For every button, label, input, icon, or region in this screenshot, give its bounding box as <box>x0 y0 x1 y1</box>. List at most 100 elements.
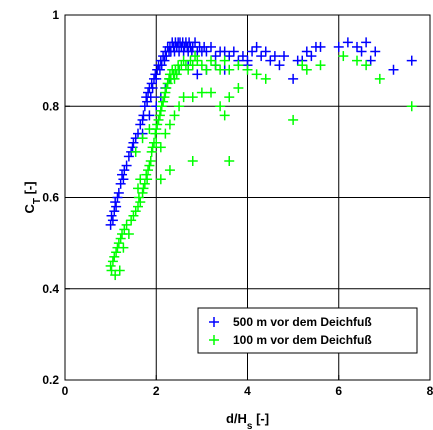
data-point <box>187 92 198 103</box>
data-point <box>152 119 163 130</box>
data-point <box>144 124 155 135</box>
data-point <box>161 83 172 93</box>
data-point <box>361 37 372 48</box>
data-point <box>288 114 299 125</box>
data-point <box>112 192 123 203</box>
data-point <box>135 197 146 208</box>
data-point <box>279 51 289 62</box>
legend-label-500m: 500 m vor dem Deichfuß <box>233 315 372 329</box>
data-point <box>126 215 137 226</box>
series-1 <box>105 51 417 281</box>
data-point <box>135 119 146 130</box>
data-point <box>171 69 182 80</box>
data-point <box>150 69 161 80</box>
data-point <box>228 46 239 57</box>
data-point <box>178 92 189 103</box>
data-point <box>187 60 198 71</box>
data-point <box>196 87 207 98</box>
tick-labels: 0 2 4 6 8 0.2 0.4 0.6 0.8 1 <box>42 8 433 398</box>
data-point <box>107 256 118 267</box>
data-point <box>139 178 150 189</box>
data-point <box>113 238 124 249</box>
data-point <box>115 233 126 244</box>
data-point <box>187 156 198 166</box>
data-point <box>147 83 158 93</box>
data-point <box>169 110 180 121</box>
data-point <box>201 64 212 75</box>
data-point <box>206 41 216 52</box>
y-tick-label: 0.8 <box>42 99 59 113</box>
y-tick-label: 0.2 <box>42 373 59 387</box>
data-point <box>210 60 221 71</box>
data-point <box>269 51 280 62</box>
data-point <box>118 242 129 253</box>
x-tick-label: 8 <box>427 384 433 398</box>
data-point <box>160 128 171 139</box>
axis-ticks <box>64 14 431 381</box>
data-point <box>130 206 141 217</box>
data-point <box>164 165 175 176</box>
data-point <box>107 215 118 226</box>
data-point <box>128 210 139 221</box>
data-point <box>155 105 166 116</box>
data-point <box>301 64 312 75</box>
data-point <box>133 201 143 212</box>
legend-marker-100m <box>209 335 219 345</box>
data-point <box>110 197 121 208</box>
data-point <box>151 137 162 148</box>
data-point <box>219 110 230 121</box>
y-tick-label: 0.6 <box>42 191 59 205</box>
x-tick-label: 4 <box>244 384 251 398</box>
data-point <box>150 128 161 139</box>
data-point <box>342 37 353 48</box>
data-point <box>137 114 148 125</box>
data-point <box>118 174 129 185</box>
data-point <box>224 64 235 75</box>
data-point <box>224 92 235 103</box>
data-point <box>251 69 262 80</box>
x-tick-label: 6 <box>335 384 342 398</box>
data-point <box>159 55 170 66</box>
data-point <box>361 60 372 71</box>
x-axis-title-main: d/H <box>226 411 247 426</box>
data-point <box>256 51 267 62</box>
data-point <box>260 46 271 57</box>
data-point <box>111 247 122 258</box>
y-axis-title-tail: [-] <box>22 181 37 198</box>
data-point <box>110 270 121 281</box>
data-point <box>233 83 244 93</box>
data-point <box>113 187 124 198</box>
data-point <box>105 219 116 230</box>
data-point <box>128 137 139 148</box>
data-point <box>210 51 221 62</box>
data-point <box>224 51 235 62</box>
data-point <box>374 73 385 84</box>
data-point <box>201 46 212 57</box>
data-point <box>169 73 180 84</box>
data-points <box>105 37 417 281</box>
data-point <box>160 87 171 98</box>
legend-marker-500m <box>209 317 219 327</box>
data-point <box>145 156 156 166</box>
data-point <box>215 64 226 75</box>
data-point <box>183 64 194 75</box>
data-point <box>114 265 125 276</box>
data-point <box>338 51 349 62</box>
data-point <box>206 87 216 98</box>
data-point <box>117 169 128 180</box>
legend-label-100m: 100 m vor dem Deichfuß <box>233 333 372 347</box>
data-point <box>141 169 152 180</box>
data-point <box>144 160 155 171</box>
data-point <box>121 160 132 171</box>
data-point <box>123 229 134 239</box>
data-point <box>297 60 308 71</box>
data-point <box>237 51 248 62</box>
data-point <box>153 114 164 125</box>
data-point <box>164 119 175 130</box>
data-point <box>158 96 169 107</box>
data-point <box>306 51 317 62</box>
y-axis-title-sub: T <box>32 198 43 204</box>
y-axis-title: CT [-] <box>22 181 43 213</box>
